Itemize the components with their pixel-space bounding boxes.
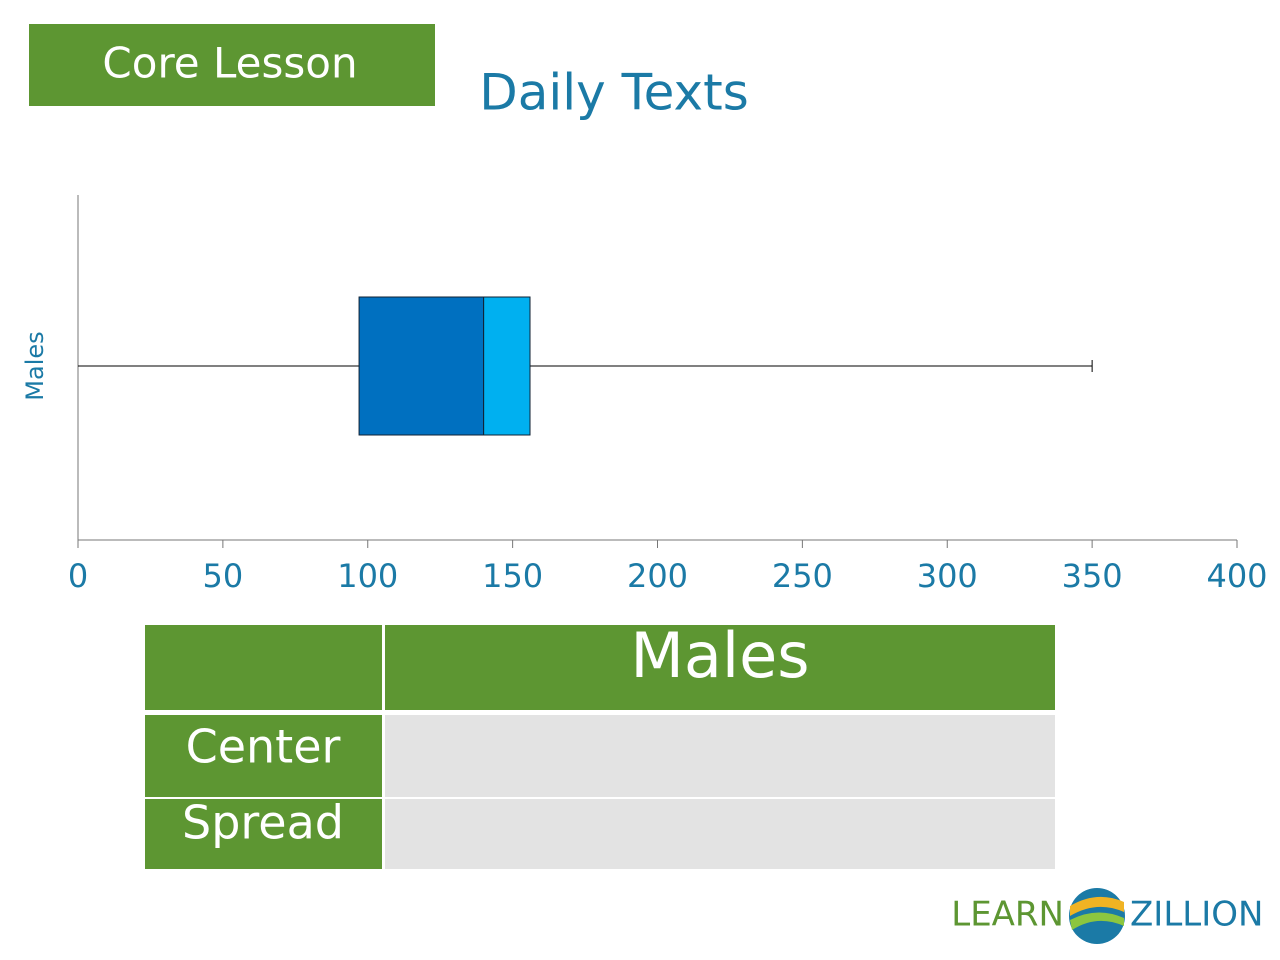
table-corner [145,625,382,710]
badge-bg [29,24,435,106]
x-tick-label: 150 [482,557,543,595]
x-tick-label: 50 [203,557,244,595]
logo-icon [1069,888,1125,944]
x-tick-label: 200 [627,557,688,595]
logo-right: ZILLION [1130,895,1263,935]
row-label-bg [145,799,382,869]
box-upper [483,296,531,436]
badge: Core Lesson [102,39,357,88]
x-tick-label: 300 [917,557,978,595]
table-header-bg [385,625,1055,710]
x-tick-label: 350 [1062,557,1123,595]
row-cell [385,799,1055,869]
x-tick-label: 250 [772,557,833,595]
chart-title: Daily Texts [479,64,749,122]
row-label: Center [186,720,341,774]
row-label-bg [145,715,382,797]
x-tick-label: 0 [68,557,88,595]
box-lower [358,296,485,436]
row-label: Spread [182,796,344,850]
logo-left: LEARN [951,895,1064,935]
y-category-label: Males [21,331,49,400]
x-tick-label: 400 [1206,557,1267,595]
table-header: Males [630,619,809,692]
row-cell [385,715,1055,797]
x-tick-label: 100 [337,557,398,595]
